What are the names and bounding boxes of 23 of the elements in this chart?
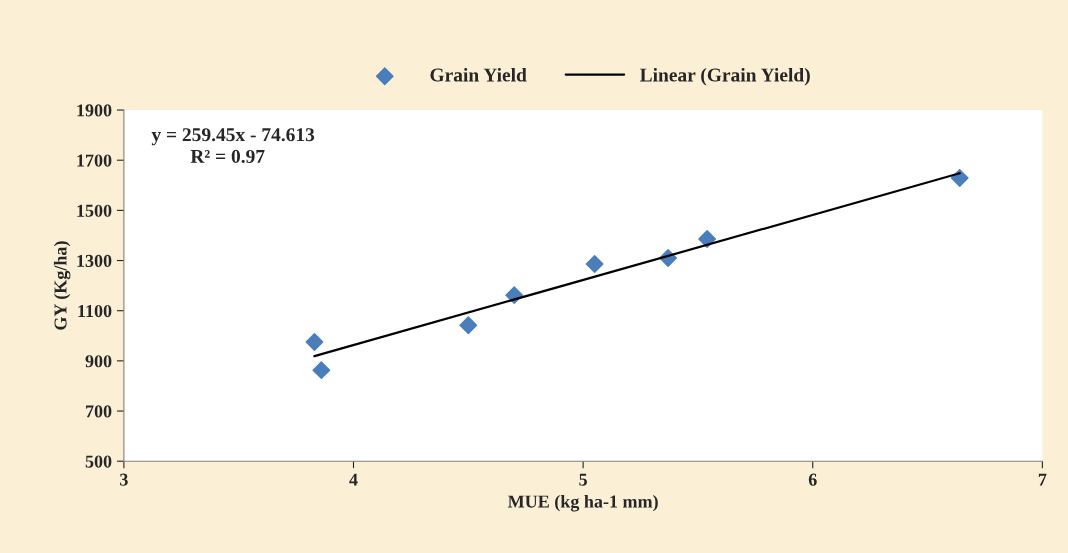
point (585, 255, 604, 273)
y-tick-label: 900 (85, 355, 112, 368)
point (459, 316, 478, 335)
point (305, 333, 324, 351)
y-tick-label: 700 (86, 405, 112, 418)
point (312, 361, 331, 380)
y-tick-label: 500 (85, 455, 112, 468)
y-tick-label: 1700 (77, 154, 112, 167)
x-tick-label: 6 (808, 473, 817, 486)
y-tick-label: 1300 (77, 254, 112, 267)
x-tick-label: 7 (1038, 473, 1047, 486)
annotation: y = 259.45x - 74.613 R² = 0.97 (151, 128, 315, 164)
x-tick-label: 3 (120, 473, 128, 486)
x-axis-title: MUE (kg ha-1 mm) (507, 494, 658, 512)
y-tick-label: 1900 (77, 104, 112, 117)
y-tick-label: 1500 (77, 204, 112, 217)
x-tick-label: 5 (579, 473, 587, 486)
legend-label: Grain Yield (430, 67, 527, 82)
legend-label: Linear (Grain Yield) (639, 67, 810, 86)
point (698, 230, 717, 248)
x-tick-label: 4 (349, 473, 358, 486)
y-axis-title: GY (Kg/ha) (53, 241, 71, 330)
y-tick-label: 1100 (78, 304, 112, 318)
